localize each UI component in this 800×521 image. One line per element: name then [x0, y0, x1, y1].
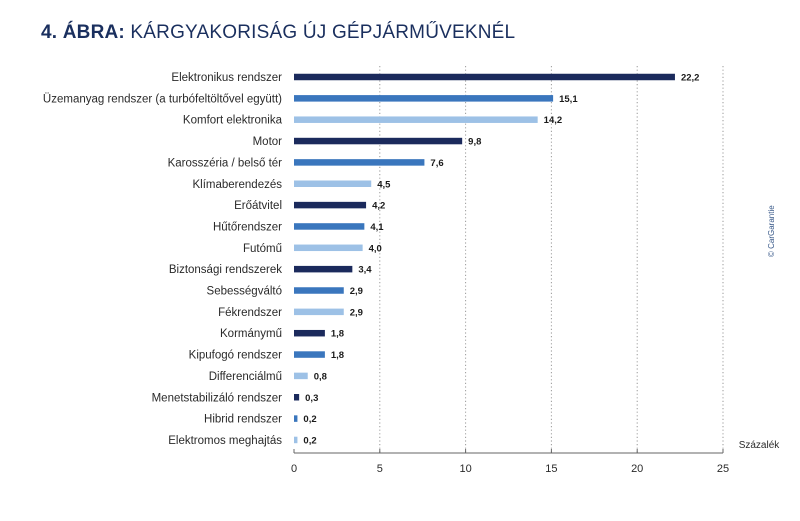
bar: [294, 351, 325, 358]
bar: [294, 265, 353, 273]
category-labels: Elektronikus rendszer Üzemanyag rendszer …: [43, 72, 283, 447]
value-label: 7,6: [430, 158, 443, 169]
value-labels: 22,2 15,1 14,2 9,8 7,6 4,5 4,2 4,1 4,0 3,4 2,9 2,9 1…: [303, 73, 699, 447]
value-label: 22,2: [681, 73, 700, 84]
bar: [294, 180, 372, 187]
bar: [294, 244, 363, 252]
category-label: Motor: [253, 136, 283, 148]
value-label: 2,9: [350, 286, 363, 297]
bar: [294, 223, 365, 230]
bars: [294, 73, 675, 444]
chart-title: 4. ÁBRA: KÁRGYAKORISÁG ÚJ GÉPJÁRMŰVEKNÉL: [41, 22, 515, 44]
category-label: Hibrid rendszer: [204, 414, 282, 426]
category-label: Karosszéria / belső tér: [168, 157, 283, 169]
value-label: 0,8: [314, 371, 327, 382]
value-label: 0,2: [303, 414, 316, 425]
bar: [294, 201, 367, 209]
chart-title-rest: KÁRGYAKORISÁG ÚJ GÉPJÁRMŰVEKNÉL: [124, 22, 516, 43]
category-label: Kormánymű: [220, 328, 282, 340]
bar: [294, 436, 298, 444]
value-label: 1,8: [331, 329, 344, 340]
bar: [294, 372, 308, 380]
bar: [294, 95, 554, 102]
value-label: 14,2: [544, 115, 563, 126]
category-label: Biztonsági rendszerek: [169, 264, 282, 276]
value-label: 4,5: [377, 179, 391, 190]
category-label: Futómű: [243, 243, 282, 255]
value-label: 4,0: [369, 243, 382, 254]
x-tick-label: 0: [291, 463, 297, 475]
x-axis: 0 5 10 15 20 25 Százalék: [291, 440, 780, 475]
category-label: Sebességváltó: [207, 286, 282, 298]
x-axis-label: Százalék: [739, 440, 781, 451]
x-tick-label: 20: [631, 463, 643, 475]
value-label: 9,8: [468, 137, 481, 148]
value-label: 0,3: [305, 393, 318, 404]
value-label: 0,2: [303, 435, 316, 446]
bar: [294, 415, 298, 422]
x-tick-label: 25: [717, 463, 729, 475]
bar: [294, 137, 463, 145]
value-label: 2,9: [350, 307, 363, 318]
bar: [294, 394, 300, 401]
bar: [294, 308, 344, 316]
value-label: 1,8: [331, 350, 344, 361]
category-label: Hűtőrendszer: [213, 221, 282, 233]
x-tick-label: 15: [545, 463, 557, 475]
category-label: Elektromos meghajtás: [168, 435, 282, 447]
x-tick-label: 10: [459, 463, 471, 475]
category-label: Klímaberendezés: [193, 179, 283, 191]
x-tick-label: 5: [377, 463, 383, 475]
bar: [294, 287, 344, 294]
category-label: Fékrendszer: [218, 307, 282, 319]
value-label: 3,4: [358, 265, 372, 276]
chart-title-lead: 4. ÁBRA:: [41, 22, 125, 43]
value-label: 4,2: [372, 201, 385, 212]
bar: [294, 159, 425, 166]
category-label: Differenciálmű: [209, 371, 282, 383]
category-label: Erőátvitel: [234, 200, 282, 212]
category-label: Kipufogó rendszer: [189, 350, 283, 362]
bar: [294, 73, 675, 81]
category-label: Üzemanyag rendszer (a turbófeltöltővel e…: [43, 93, 282, 105]
category-label: Komfort elektronika: [183, 115, 283, 127]
credit-text: © CarGarantie: [767, 205, 776, 257]
bar: [294, 116, 538, 123]
value-label: 15,1: [559, 94, 578, 105]
bar: [294, 329, 325, 337]
value-label: 4,1: [370, 222, 384, 233]
category-label: Elektronikus rendszer: [171, 72, 282, 84]
category-label: Menetstabilizáló rendszer: [152, 392, 283, 404]
